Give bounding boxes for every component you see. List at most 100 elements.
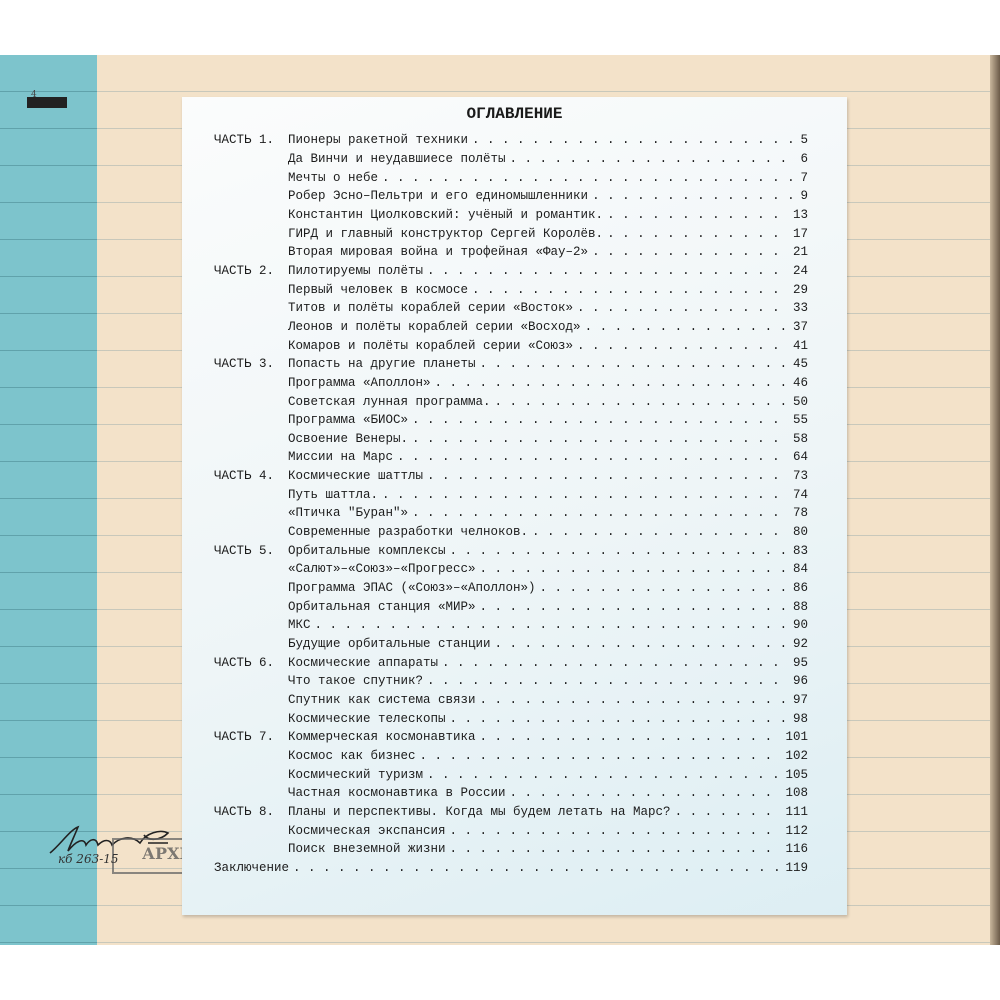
entry-page: 83 (792, 543, 808, 558)
dot-leader (472, 133, 796, 147)
toc-entry[interactable]: Поиск внеземной жизни 116 (214, 840, 808, 859)
entry-page: 98 (792, 711, 808, 726)
dot-leader (480, 693, 789, 707)
toc-sheet: ОГЛАВЛЕНИЕ ЧАСТЬ 1. Пионеры ракетной техн… (182, 97, 847, 915)
entry-title: Путь шаттла. (288, 487, 379, 502)
dot-leader (585, 320, 789, 334)
toc-entry[interactable]: Космические телескопы 98 (214, 709, 808, 728)
dot-leader (427, 768, 781, 782)
dot-leader (435, 376, 789, 390)
toc-entry[interactable]: МКС 90 (214, 616, 808, 635)
archive-code: кб 263-15 (58, 852, 119, 866)
entry-page: 37 (792, 319, 808, 334)
toc-entry[interactable]: Программа «БИОС» 55 (214, 411, 808, 430)
toc-entry[interactable]: ЧАСТЬ 8. Планы и перспективы. Когда мы бу… (214, 803, 808, 822)
toc-entry[interactable]: Программа «Аполлон» 46 (214, 374, 808, 393)
toc-entry[interactable]: Титов и полёты кораблей серии «Восток» 33 (214, 299, 808, 318)
dot-leader (442, 656, 789, 670)
entry-page: 13 (792, 207, 808, 222)
toc-entry[interactable]: Первый человек в космосе 29 (214, 280, 808, 299)
dot-leader (480, 562, 789, 576)
entry-page: 80 (792, 525, 808, 540)
entry-title: «Салют»–«Союз»–«Прогресс» (288, 562, 476, 577)
toc-entry[interactable]: Космос как бизнес 102 (214, 747, 808, 766)
toc-entry[interactable]: Частная космонавтика в России 108 (214, 784, 808, 803)
entry-page: 45 (792, 357, 808, 372)
toc-entry[interactable]: ЧАСТЬ 4. Космические шаттлы 73 (214, 467, 808, 486)
toc-entry[interactable]: Современные разработки челноков. 80 (214, 523, 808, 542)
entry-title: Программа «Аполлон» (288, 375, 431, 390)
entry-page: 41 (792, 338, 808, 353)
toc-entry[interactable]: Орбитальная станция «МИР» 88 (214, 597, 808, 616)
part-label: ЧАСТЬ 4. (214, 469, 275, 484)
entry-title: Заключение (214, 860, 290, 875)
dot-leader (397, 450, 789, 464)
page-number-tab: 4 (27, 90, 67, 108)
dot-leader (480, 600, 789, 614)
toc-entry[interactable]: Комаров и полёты кораблей серии «Союз» 41 (214, 336, 808, 355)
toc-entry[interactable]: Советская лунная программа. 50 (214, 392, 808, 411)
entry-page: 50 (792, 394, 808, 409)
dot-leader (472, 283, 789, 297)
toc-entry[interactable]: Космическая экспансия 112 (214, 821, 808, 840)
part-label: ЧАСТЬ 1. (214, 133, 275, 148)
toc-entry[interactable]: Будущие орбитальные станции 92 (214, 635, 808, 654)
toc-entry[interactable]: ГИРД и главный конструктор Сергей Королё… (214, 224, 808, 243)
dot-leader (412, 413, 789, 427)
entry-page: 17 (792, 226, 808, 241)
toc-entry[interactable]: «Птичка "Буран"» 78 (214, 504, 808, 523)
toc-entry[interactable]: Программа ЭПАС («Союз»–«Аполлон») 86 (214, 579, 808, 598)
dot-leader (592, 245, 789, 259)
entry-page: 7 (800, 170, 808, 185)
toc-entry[interactable]: Космический туризм 105 (214, 765, 808, 784)
entry-title: Миссии на Марс (288, 450, 394, 465)
toc-entry[interactable]: Мечты о небе 7 (214, 168, 808, 187)
toc-entry[interactable]: ЧАСТЬ 3. Попасть на другие планеты 45 (214, 355, 808, 374)
dot-leader (495, 395, 789, 409)
toc-entry[interactable]: ЧАСТЬ 7. Коммерческая космонавтика 101 (214, 728, 808, 747)
entry-title: Да Винчи и неудавшиесе полёты (288, 151, 506, 166)
toc-entry[interactable]: Заключение 119 (214, 859, 808, 878)
dot-leader (592, 189, 796, 203)
toc-entry[interactable]: Вторая мировая война и трофейная «Фау–2»… (214, 243, 808, 262)
toc-entry[interactable]: Путь шаттла. 74 (214, 485, 808, 504)
toc-entry[interactable]: Освоение Венеры. 58 (214, 430, 808, 449)
entry-page: 112 (785, 823, 808, 838)
entry-title: Космическая экспансия (288, 823, 446, 838)
dot-leader (450, 712, 789, 726)
toc-entry[interactable]: Миссии на Марс 64 (214, 448, 808, 467)
dot-leader (382, 488, 789, 502)
page-edge (990, 55, 1000, 945)
entry-title: Орбитальная станция «МИР» (288, 599, 476, 614)
dot-leader (293, 861, 781, 875)
toc-entry[interactable]: Да Винчи и неудавшиесе полёты 6 (214, 150, 808, 169)
toc-entry[interactable]: Спутник как система связи 97 (214, 691, 808, 710)
entry-page: 9 (800, 189, 808, 204)
toc-entry[interactable]: ЧАСТЬ 2. Пилотируемы полёты 24 (214, 262, 808, 281)
dot-leader (675, 805, 782, 819)
dot-leader (427, 674, 789, 688)
toc-entry[interactable]: ЧАСТЬ 5. Орбитальные комплексы 83 (214, 541, 808, 560)
toc-entry[interactable]: Робер Эсно–Пельтри и его единомышленники… (214, 187, 808, 206)
entry-title: Комаров и полёты кораблей серии «Союз» (288, 338, 574, 353)
toc-entry[interactable]: ЧАСТЬ 1. Пионеры ракетной техники 5 (214, 131, 808, 150)
margin-strip (0, 55, 97, 945)
toc-entry[interactable]: Константин Циолковский: учёный и романти… (214, 206, 808, 225)
dot-leader (607, 227, 789, 241)
toc-entry[interactable]: ЧАСТЬ 6. Космические аппараты 95 (214, 653, 808, 672)
entry-title: Мечты о небе (288, 170, 379, 185)
dot-leader (480, 730, 782, 744)
entry-title: Робер Эсно–Пельтри и его единомышленники (288, 189, 589, 204)
entry-title: Космические шаттлы (288, 469, 424, 484)
part-label: ЧАСТЬ 2. (214, 263, 275, 278)
entry-page: 73 (792, 469, 808, 484)
entry-page: 29 (792, 282, 808, 297)
dot-leader (450, 824, 782, 838)
toc-entry[interactable]: Леонов и полёты кораблей серии «Восход» 3… (214, 318, 808, 337)
entry-title: Космические телескопы (288, 711, 446, 726)
entry-title: Планы и перспективы. Когда мы будем лета… (288, 804, 671, 819)
dot-leader (450, 544, 789, 558)
toc-entry[interactable]: «Салют»–«Союз»–«Прогресс» 84 (214, 560, 808, 579)
toc-entry[interactable]: Что такое спутник? 96 (214, 672, 808, 691)
entry-title: Попасть на другие планеты (288, 357, 476, 372)
